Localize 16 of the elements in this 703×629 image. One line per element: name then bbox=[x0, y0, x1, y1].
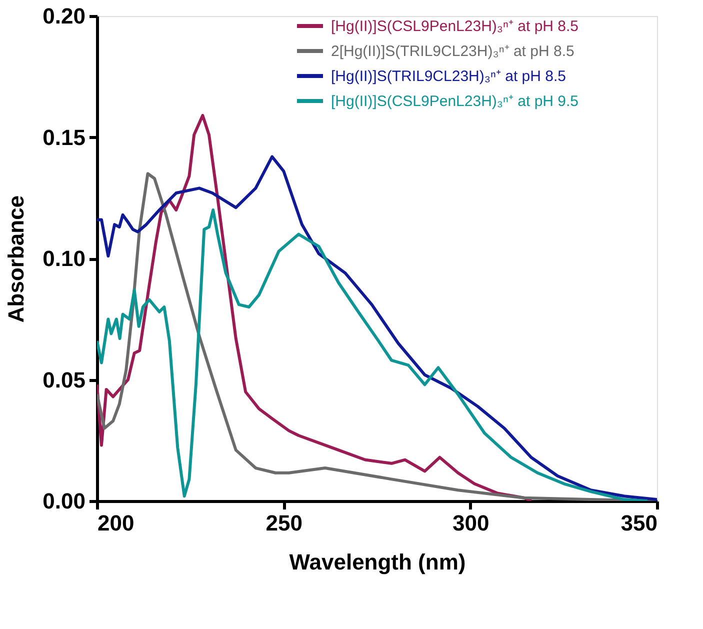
y-tick-label: 0.05 bbox=[42, 367, 86, 392]
y-tick-label: 0.10 bbox=[42, 246, 86, 271]
legend-label: [Hg(II)]S(TRIL9CL23H)₃ⁿ⁺ at pH 8.5 bbox=[331, 68, 566, 85]
legend-label: [Hg(II)]S(CSL9PenL23H)₃ⁿ⁺ at pH 8.5 bbox=[331, 18, 579, 35]
legend-label: 2[Hg(II)]S(TRIL9CL23H)₃ⁿ⁺ at pH 8.5 bbox=[331, 43, 574, 60]
legend-label: [Hg(II)]S(CSL9PenL23H)₃ⁿ⁺ at pH 9.5 bbox=[331, 93, 579, 110]
y-tick-label: 0.15 bbox=[42, 124, 86, 150]
x-tick-label: 250 bbox=[266, 510, 303, 536]
y-axis-title: Absorbance bbox=[4, 195, 29, 323]
x-tick-label: 200 bbox=[98, 510, 134, 536]
x-tick-label: 300 bbox=[452, 510, 490, 536]
x-tick-label: 350 bbox=[620, 510, 658, 536]
y-tick-label: 0.00 bbox=[42, 488, 86, 514]
line-series bbox=[97, 114, 533, 501]
x-axis-title: Wavelength (nm) bbox=[289, 550, 466, 574]
y-tick-label: 0.20 bbox=[42, 4, 86, 28]
